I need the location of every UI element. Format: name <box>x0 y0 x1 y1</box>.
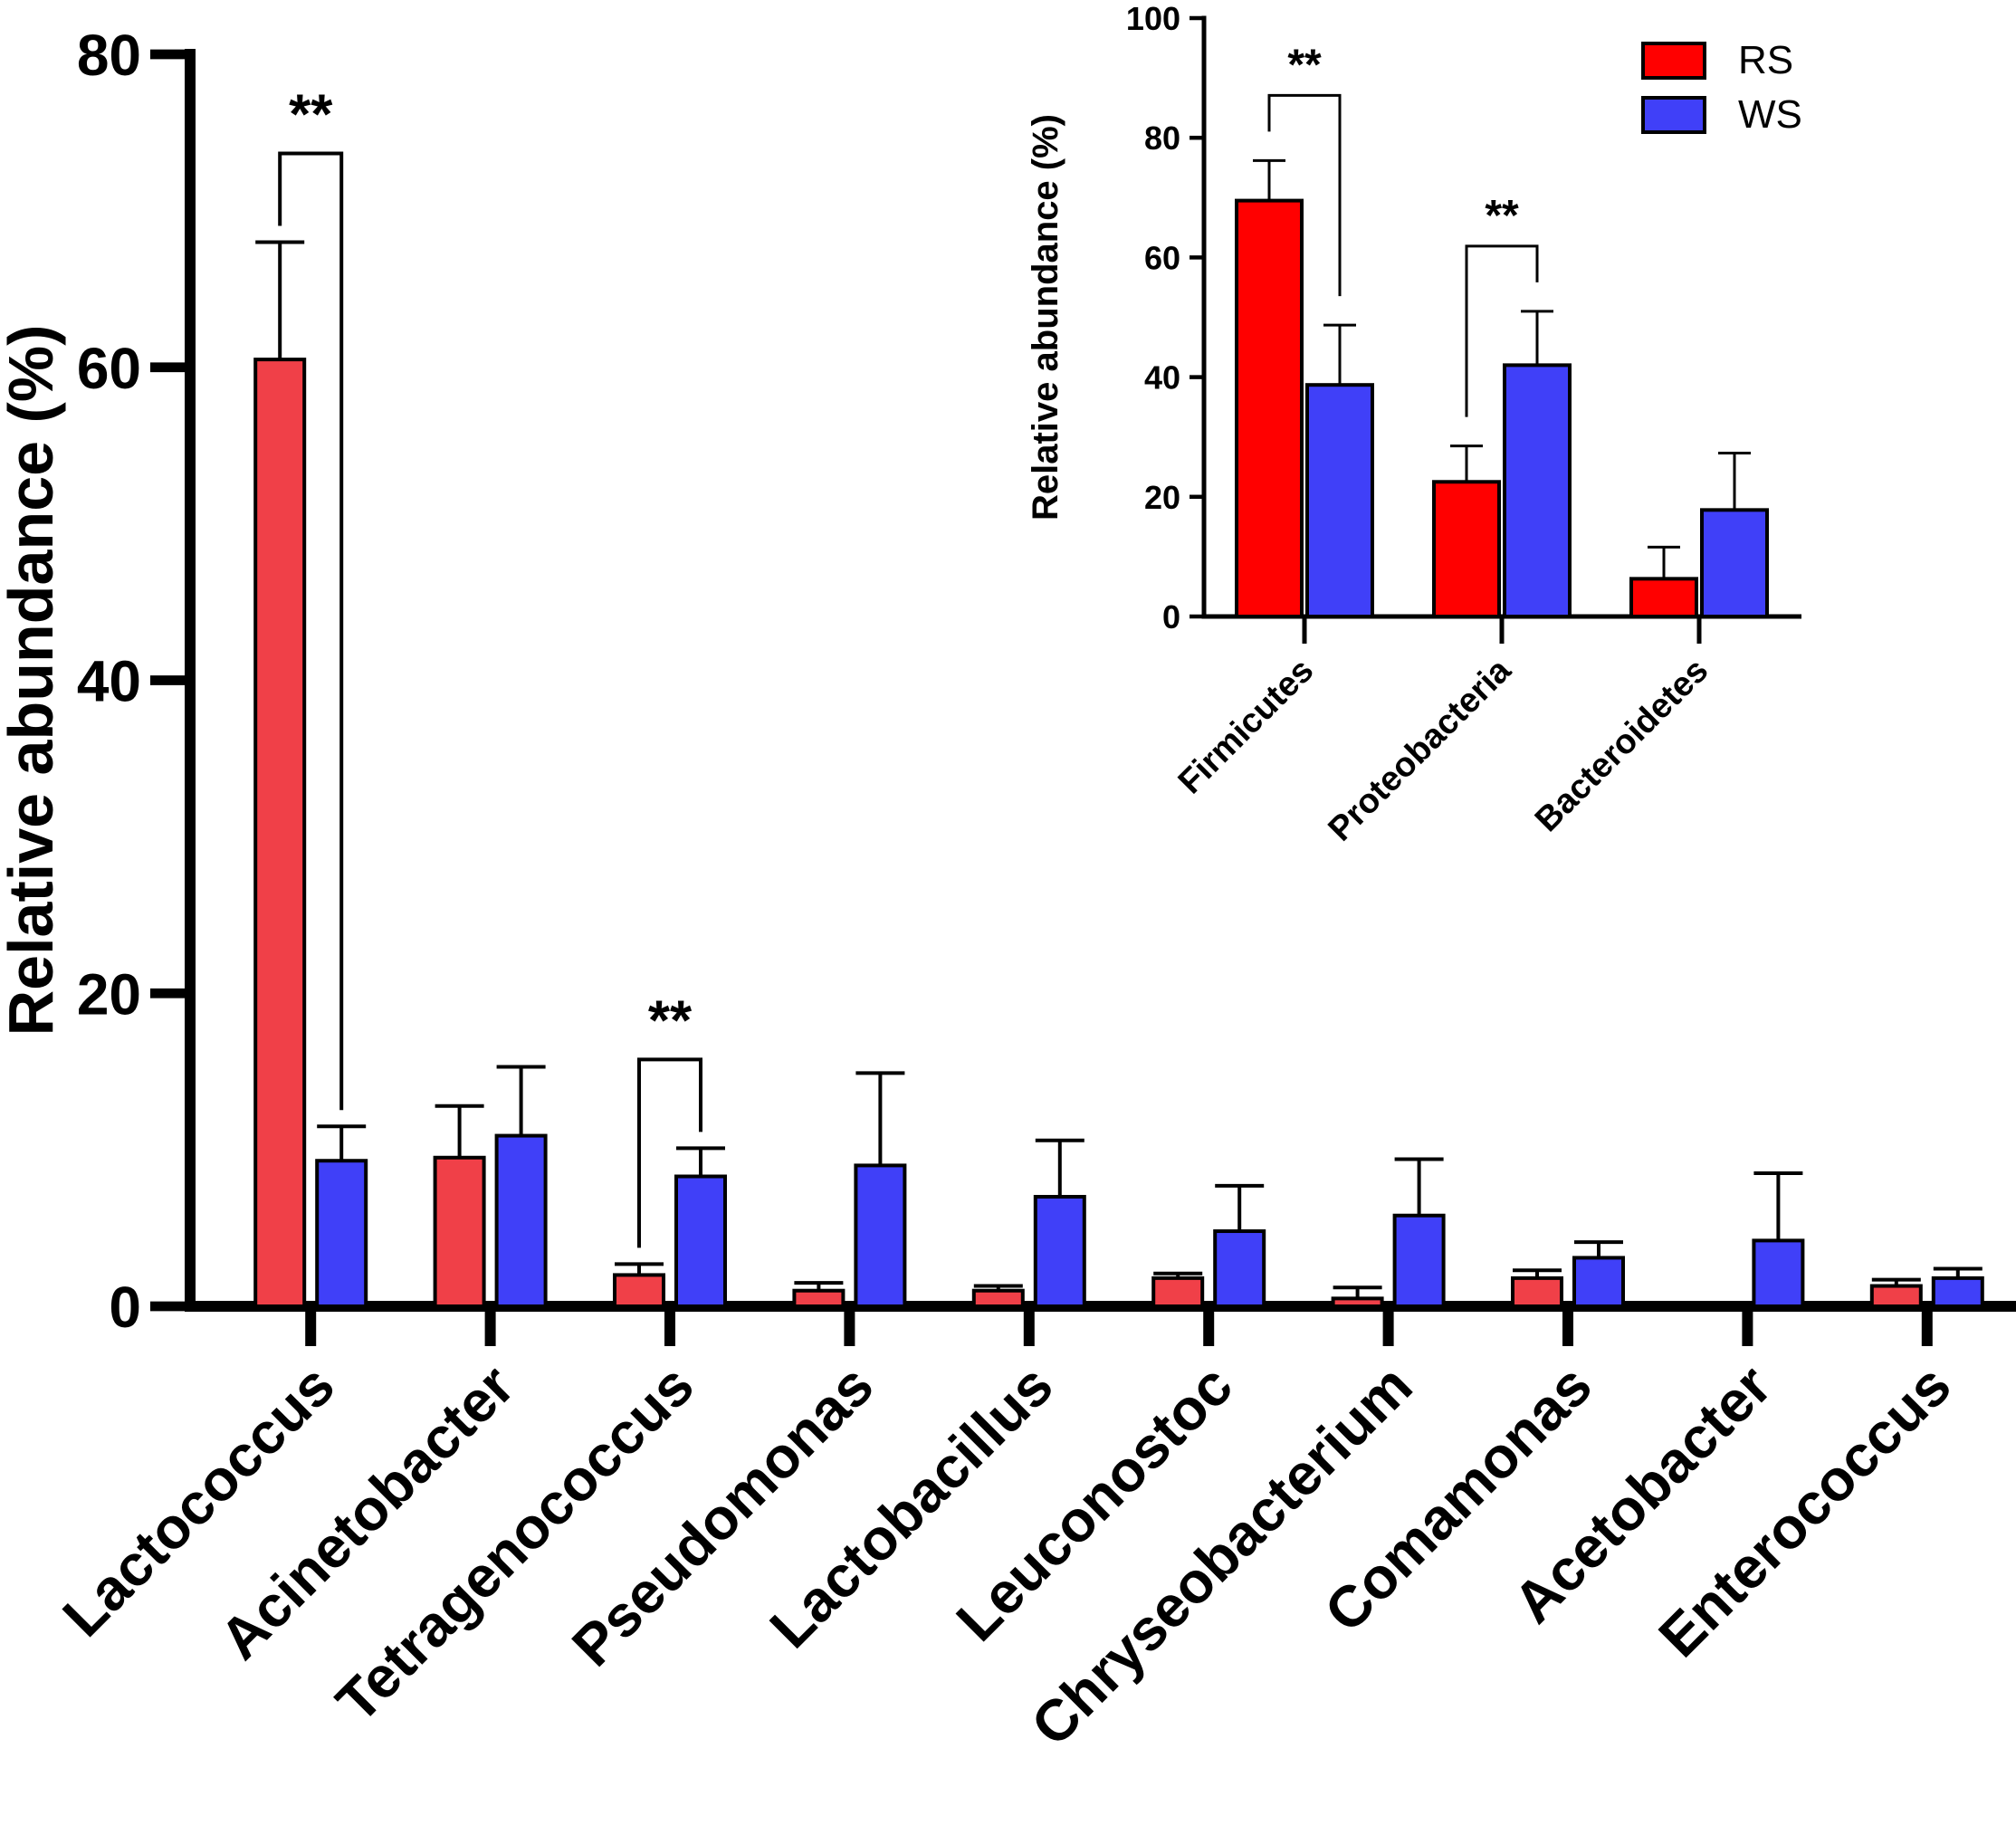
bar-ws-pseudomonas <box>854 1163 907 1308</box>
legend: RS WS <box>1641 38 1802 137</box>
bar-ws-lactococcus <box>315 1159 368 1308</box>
legend-swatch-rs <box>1641 42 1706 80</box>
significance-bracket-tetragenococcus <box>637 1057 702 1248</box>
x-category-label-firmicutes: Firmicutes <box>1171 652 1322 802</box>
bar-rs-pseudomonas <box>792 1288 846 1309</box>
significance-label-lactococcus: ** <box>289 83 333 146</box>
significance-label-tetragenococcus: ** <box>648 989 693 1052</box>
bar-rs-firmicutes <box>1235 198 1304 618</box>
significance-label-proteobacteria: ** <box>1485 192 1519 240</box>
x-category-label-bacteroidetes: Bacteroidetes <box>1528 652 1715 839</box>
significance-bracket-firmicutes <box>1267 93 1342 297</box>
bar-ws-comamonas <box>1572 1256 1625 1308</box>
bar-rs-enterococcus <box>1869 1284 1923 1308</box>
bar-ws-proteobacteria <box>1503 363 1572 618</box>
bar-ws-tetragenococcus <box>674 1174 727 1309</box>
y-tick-label: 60 <box>1144 239 1180 276</box>
x-category-label-proteobacteria: Proteobacteria <box>1322 651 1519 848</box>
significance-label-firmicutes: ** <box>1287 41 1322 89</box>
bar-rs-comamonas <box>1511 1276 1563 1308</box>
bar-ws-firmicutes <box>1305 383 1374 618</box>
bar-rs-proteobacteria <box>1432 480 1501 619</box>
y-tick-label: 0 <box>1162 598 1180 635</box>
legend-swatch-ws <box>1641 96 1706 134</box>
bar-ws-leuconostoc <box>1213 1229 1266 1309</box>
bar-ws-acetobacter <box>1752 1238 1805 1308</box>
significance-bracket-proteobacteria <box>1465 244 1539 417</box>
y-tick-label: 60 <box>77 336 141 401</box>
bar-rs-chryseobacterium <box>1331 1296 1384 1308</box>
y-tick-label: 20 <box>77 961 141 1027</box>
y-tick-label: 100 <box>1126 0 1180 37</box>
y-tick-label: 80 <box>77 23 141 88</box>
bar-ws-lactobacillus <box>1033 1194 1086 1309</box>
legend-label-rs: RS <box>1738 38 1793 82</box>
bar-rs-acetobacter <box>1690 1303 1744 1308</box>
y-axis-label: Relative abundance (%) <box>0 325 66 1037</box>
bar-rs-tetragenococcus <box>613 1273 665 1309</box>
bar-rs-leuconostoc <box>1151 1276 1205 1308</box>
legend-label-ws: WS <box>1738 92 1802 137</box>
bar-rs-acinetobacter <box>433 1155 486 1309</box>
y-axis-label: Relative abundance (%) <box>1026 114 1065 521</box>
bar-ws-enterococcus <box>1931 1276 1984 1308</box>
x-category-label-pseudomonas: Pseudomonas <box>559 1352 885 1678</box>
bar-rs-lactococcus <box>253 358 307 1309</box>
y-tick-label: 40 <box>77 649 141 714</box>
y-tick-label: 40 <box>1144 359 1180 397</box>
bar-ws-bacteroidetes <box>1700 508 1769 618</box>
y-tick-label: 20 <box>1144 479 1180 516</box>
bar-rs-lactobacillus <box>971 1288 1025 1309</box>
y-tick-label: 80 <box>1144 119 1180 157</box>
significance-bracket-lactococcus <box>278 151 344 1111</box>
bar-ws-acinetobacter <box>494 1133 548 1309</box>
y-tick-label: 0 <box>109 1275 141 1340</box>
bar-rs-bacteroidetes <box>1629 577 1698 618</box>
bar-ws-chryseobacterium <box>1392 1213 1446 1309</box>
